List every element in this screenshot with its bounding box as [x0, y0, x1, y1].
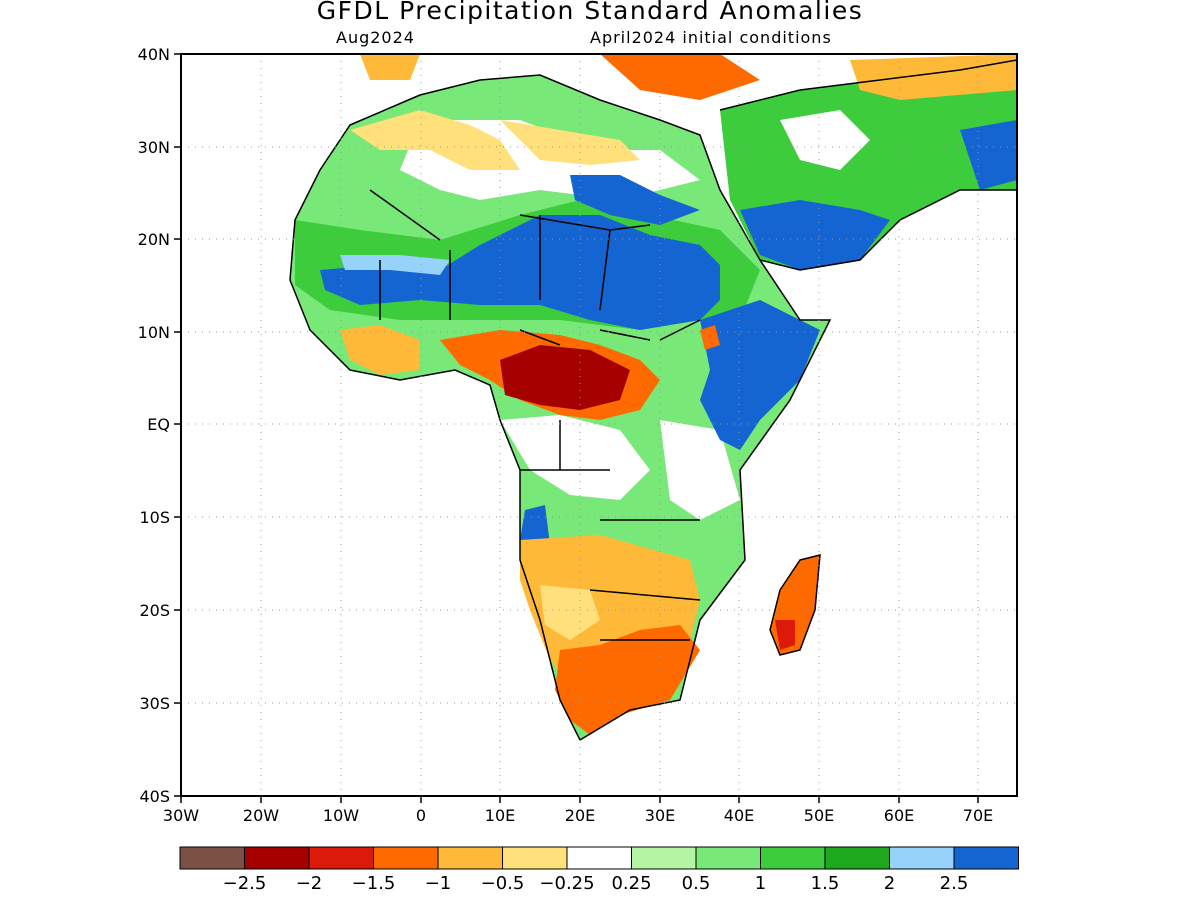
colorbar-swatch	[695, 846, 761, 870]
colorbar-label: −1.5	[352, 873, 396, 894]
equatorial-white	[500, 415, 650, 500]
central-africa-dry	[500, 345, 630, 410]
colorbar-swatch	[566, 846, 632, 870]
arabia-wet	[740, 200, 890, 270]
arabia-white	[780, 110, 870, 170]
colorbar-label: 0.5	[682, 873, 711, 894]
lat-ticks	[174, 53, 181, 797]
lat-label: EQ	[147, 415, 170, 434]
lat-label: 40N	[138, 45, 170, 64]
lon-label: 10W	[323, 806, 359, 825]
east-africa-wet	[700, 300, 820, 450]
lon-label: 60E	[884, 806, 914, 825]
coastlines	[289, 59, 1017, 742]
lon-label: 20E	[565, 806, 595, 825]
middle-east-orange	[850, 54, 1017, 100]
colorbar-label: −1	[425, 873, 452, 894]
map-title: GFDL Precipitation Standard Anomalies	[316, 0, 864, 25]
iran-blue	[960, 120, 1017, 190]
southern-africa-dry	[555, 625, 700, 735]
colorbar-swatch	[953, 846, 1019, 870]
white-patch-east	[660, 420, 740, 520]
madagascar-red	[775, 620, 795, 650]
lon-label: 30W	[163, 806, 199, 825]
lat-label: 20N	[138, 230, 170, 249]
colorbar-swatch	[824, 846, 890, 870]
lat-label: 10S	[139, 508, 170, 527]
forecast-month: Aug2024	[336, 28, 415, 47]
lat-labels: 40N 30N 20N 10N EQ 10S 20S 30S 40S	[138, 45, 170, 806]
colorbar-swatch	[308, 846, 374, 870]
colorbar-label: 2	[884, 873, 895, 894]
colorbar-swatch	[373, 846, 439, 870]
colorbar-swatch	[760, 846, 826, 870]
north-yellow-2	[500, 120, 640, 165]
ethiopia-orange	[700, 325, 720, 350]
north-yellow	[350, 110, 520, 170]
colorbar-swatch	[179, 846, 245, 870]
anomaly-fill	[290, 54, 1017, 740]
lon-label: 30E	[645, 806, 675, 825]
colorbar-swatch	[889, 846, 955, 870]
grid-lines	[181, 54, 1017, 796]
sahel-wet-band	[320, 215, 720, 330]
colorbar-label: −0.5	[481, 873, 525, 894]
sudan-north-blue	[570, 175, 700, 225]
west-africa-yellow	[340, 325, 420, 375]
colorbar-swatch	[502, 846, 568, 870]
sahel-lightblue	[340, 255, 450, 275]
colorbar-label: −2	[296, 873, 323, 894]
lon-label: 20W	[243, 806, 279, 825]
europe-orange	[600, 54, 760, 100]
colorbar-swatch	[437, 846, 503, 870]
map-frame	[180, 53, 1018, 797]
lon-label: 50E	[804, 806, 834, 825]
colorbar: −2.5 −2 −1.5 −1 −0.5 −0.25 0.25 0.5 1 1.5 2 2.5	[179, 846, 1019, 894]
lat-label: 10N	[138, 323, 170, 342]
colorbar-swatch	[244, 846, 310, 870]
lon-ticks	[180, 796, 979, 803]
lat-label: 20S	[139, 601, 170, 620]
lat-label: 40S	[139, 787, 170, 806]
europe-yellow	[360, 54, 420, 80]
lon-label: 40E	[724, 806, 754, 825]
colorbar-label: −2.5	[223, 873, 267, 894]
colorbar-label: 2.5	[940, 873, 969, 894]
colorbar-label: 0.25	[611, 873, 651, 894]
lon-label: 10E	[485, 806, 515, 825]
colorbar-label: 1.5	[811, 873, 840, 894]
lon-labels: 30W 20W 10W 0 10E 20E 30E 40E 50E 60E 70…	[163, 806, 993, 825]
lat-label: 30S	[139, 694, 170, 713]
colorbar-swatch	[631, 846, 697, 870]
lat-label: 30N	[138, 138, 170, 157]
southern-africa-yellow-2	[540, 585, 600, 640]
lon-label: 70E	[963, 806, 993, 825]
colorbar-label: −0.25	[539, 873, 594, 894]
colorbar-label: 1	[755, 873, 766, 894]
initial-conditions: April2024 initial conditions	[590, 28, 832, 47]
lon-label: 0	[416, 806, 426, 825]
